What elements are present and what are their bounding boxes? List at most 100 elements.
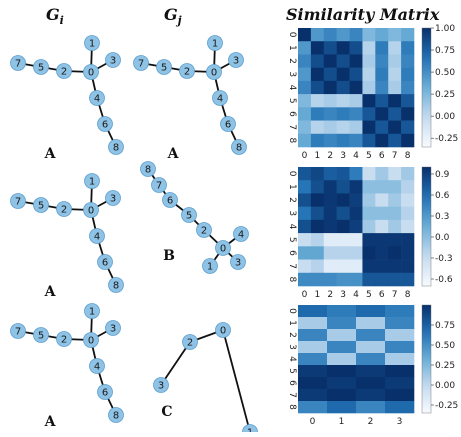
- cell-7-0: [298, 389, 328, 402]
- graph-row3-left-A: 0 1 2 3 4 5 6 7 8 A: [10, 303, 124, 430]
- cell-1-1: [327, 317, 357, 330]
- row-tick-5: 5: [287, 368, 297, 374]
- cell-5-6: [375, 94, 389, 108]
- cell-0-6: [375, 28, 389, 42]
- cell-1-0: [298, 180, 312, 194]
- cell-7-1: [327, 389, 357, 402]
- cell-8-5: [362, 133, 376, 148]
- row-tick-5: 5: [287, 98, 297, 104]
- graph-row1-left-A: 0 1 2 3 4 5 6 7 8 A: [10, 35, 124, 162]
- col-tick-3: 3: [340, 151, 346, 161]
- col-tick-0: 0: [310, 417, 316, 427]
- cell-6-6: [375, 246, 389, 260]
- cell-0-2: [356, 305, 386, 318]
- colorbar-tick: 0.25: [435, 361, 455, 371]
- node-label-0: 0: [220, 244, 226, 255]
- cell-5-0: [298, 94, 312, 108]
- row-tick-6: 6: [287, 250, 297, 256]
- cell-8-8: [401, 133, 415, 148]
- cell-4-5: [362, 219, 376, 234]
- cell-3-0: [298, 67, 312, 82]
- node-0: [206, 64, 222, 80]
- header-gj: Gj: [164, 5, 182, 27]
- row-tick-1: 1: [287, 45, 297, 51]
- node-8: [108, 407, 124, 423]
- colorbar-tick: 0.00: [435, 381, 455, 391]
- node-label-3: 3: [110, 324, 116, 335]
- cell-4-1: [310, 219, 325, 234]
- colorbar-tick: 0.50: [435, 68, 455, 78]
- graph-type-label-C: C: [161, 404, 172, 420]
- row-tick-0: 0: [287, 32, 297, 38]
- cell-4-6: [375, 219, 389, 234]
- node-label-5: 5: [161, 63, 167, 74]
- cell-0-1: [310, 167, 325, 181]
- cell-3-4: [349, 67, 363, 82]
- cell-6-0: [298, 377, 328, 390]
- cell-5-3: [385, 365, 415, 378]
- cell-4-7: [388, 219, 402, 234]
- cell-5-8: [401, 94, 415, 108]
- cell-0-0: [298, 167, 312, 181]
- cell-5-8: [401, 233, 415, 247]
- row-tick-2: 2: [287, 332, 297, 338]
- cell-7-3: [336, 120, 350, 135]
- row-tick-4: 4: [287, 85, 297, 91]
- cell-5-3: [336, 94, 350, 108]
- cell-3-5: [362, 67, 376, 82]
- node-label-7: 7: [156, 181, 162, 192]
- cell-2-8: [401, 54, 415, 68]
- node-1: [207, 35, 223, 51]
- cell-5-5: [362, 94, 376, 108]
- row-tick-8: 8: [287, 277, 297, 283]
- node-label-1: 1: [89, 177, 95, 188]
- cell-6-1: [327, 377, 357, 390]
- cell-3-5: [362, 206, 376, 221]
- cell-0-3: [336, 28, 350, 42]
- cell-6-6: [375, 107, 389, 121]
- col-tick-8: 8: [405, 151, 411, 161]
- cell-2-4: [349, 54, 363, 68]
- row-tick-2: 2: [287, 58, 297, 64]
- node-5: [181, 207, 197, 223]
- node-0: [215, 240, 231, 256]
- node-label-5: 5: [38, 331, 44, 342]
- row-tick-1: 1: [287, 320, 297, 326]
- col-tick-5: 5: [366, 290, 372, 300]
- cell-6-8: [401, 246, 415, 260]
- cell-4-1: [310, 80, 325, 95]
- cell-1-2: [356, 317, 386, 330]
- cell-4-0: [298, 80, 312, 95]
- node-1: [84, 173, 100, 189]
- node-2: [56, 331, 72, 347]
- node-2: [182, 334, 198, 350]
- graph-type-label-A: A: [44, 146, 57, 162]
- cell-4-8: [401, 219, 415, 234]
- node-label-2: 2: [184, 67, 190, 78]
- row-tick-1: 1: [287, 184, 297, 190]
- cell-4-2: [323, 80, 337, 95]
- node-8: [140, 161, 156, 177]
- node-label-2: 2: [61, 205, 67, 216]
- cell-7-3: [336, 259, 350, 274]
- cell-8-3: [385, 401, 415, 414]
- cell-0-0: [298, 28, 312, 42]
- colorbar-tick: 0.0: [435, 233, 450, 243]
- cell-7-0: [298, 259, 312, 274]
- node-4: [212, 90, 228, 106]
- node-7: [10, 55, 26, 71]
- node-4: [89, 90, 105, 106]
- cell-2-3: [336, 193, 350, 207]
- cell-3-0: [298, 206, 312, 221]
- similarity-matrix-3: 0 1 2 3 4 5 6 7 8 0 1 2 3 0.75 0.50 0.25 0.00 -0.25: [287, 304, 458, 427]
- cell-8-6: [375, 272, 389, 287]
- node-0: [83, 64, 99, 80]
- colorbar: [421, 304, 432, 414]
- cell-1-5: [362, 41, 376, 55]
- col-tick-7: 7: [392, 290, 398, 300]
- cell-2-8: [401, 193, 415, 207]
- node-6: [97, 254, 113, 270]
- node-label-0: 0: [220, 326, 226, 337]
- cell-4-5: [362, 80, 376, 95]
